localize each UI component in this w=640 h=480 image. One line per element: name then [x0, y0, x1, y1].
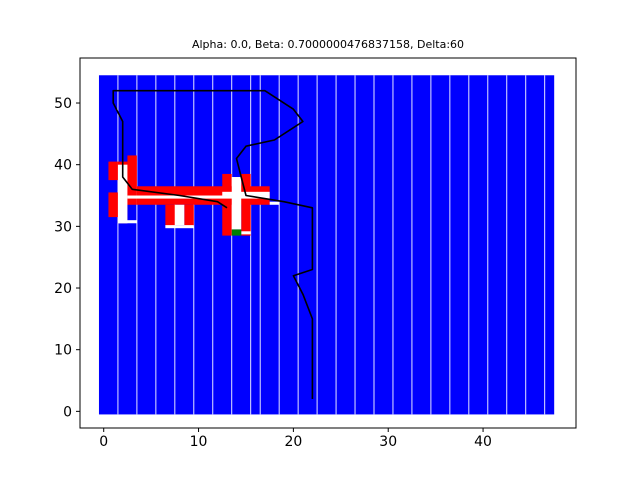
y-tick-label: 50	[54, 96, 72, 112]
visited-cell	[117, 164, 128, 224]
y-axis: 0 10 20 30 40 50	[54, 96, 80, 420]
visited-cell	[231, 177, 242, 230]
free-space-field	[98, 75, 555, 415]
visited-cell	[241, 231, 251, 235]
y-tick-label: 30	[54, 219, 72, 235]
x-tick-label: 10	[190, 434, 208, 450]
obstacle-cell	[127, 155, 137, 205]
obstacle-cell	[241, 173, 251, 236]
x-tick-label: 30	[379, 434, 397, 450]
x-tick-label: 0	[99, 434, 108, 450]
y-tick-label: 20	[54, 281, 72, 297]
goal-cell	[231, 229, 242, 236]
visited-cell	[117, 220, 137, 224]
obstacle-cell	[165, 204, 175, 227]
visited-cell	[127, 195, 270, 199]
x-axis: 0 10 20 30 40	[99, 428, 492, 450]
visited-cell	[174, 204, 185, 226]
y-tick-label: 40	[54, 158, 72, 174]
x-tick-label: 20	[284, 434, 302, 450]
obstacle-cell	[222, 173, 232, 236]
y-tick-label: 0	[63, 404, 72, 420]
x-tick-label: 40	[474, 434, 492, 450]
obstacle-cell	[108, 161, 118, 181]
visited-cell	[165, 225, 194, 229]
obstacle-cell	[184, 204, 194, 227]
visited-cell	[269, 201, 280, 205]
y-tick-label: 10	[54, 343, 72, 359]
axes-frame	[79, 57, 577, 429]
obstacle-cell	[108, 192, 118, 218]
plot-area	[98, 75, 555, 415]
chart-title: Alpha: 0.0, Beta: 0.7000000476837158, De…	[192, 38, 464, 51]
path-line	[112, 89, 314, 399]
